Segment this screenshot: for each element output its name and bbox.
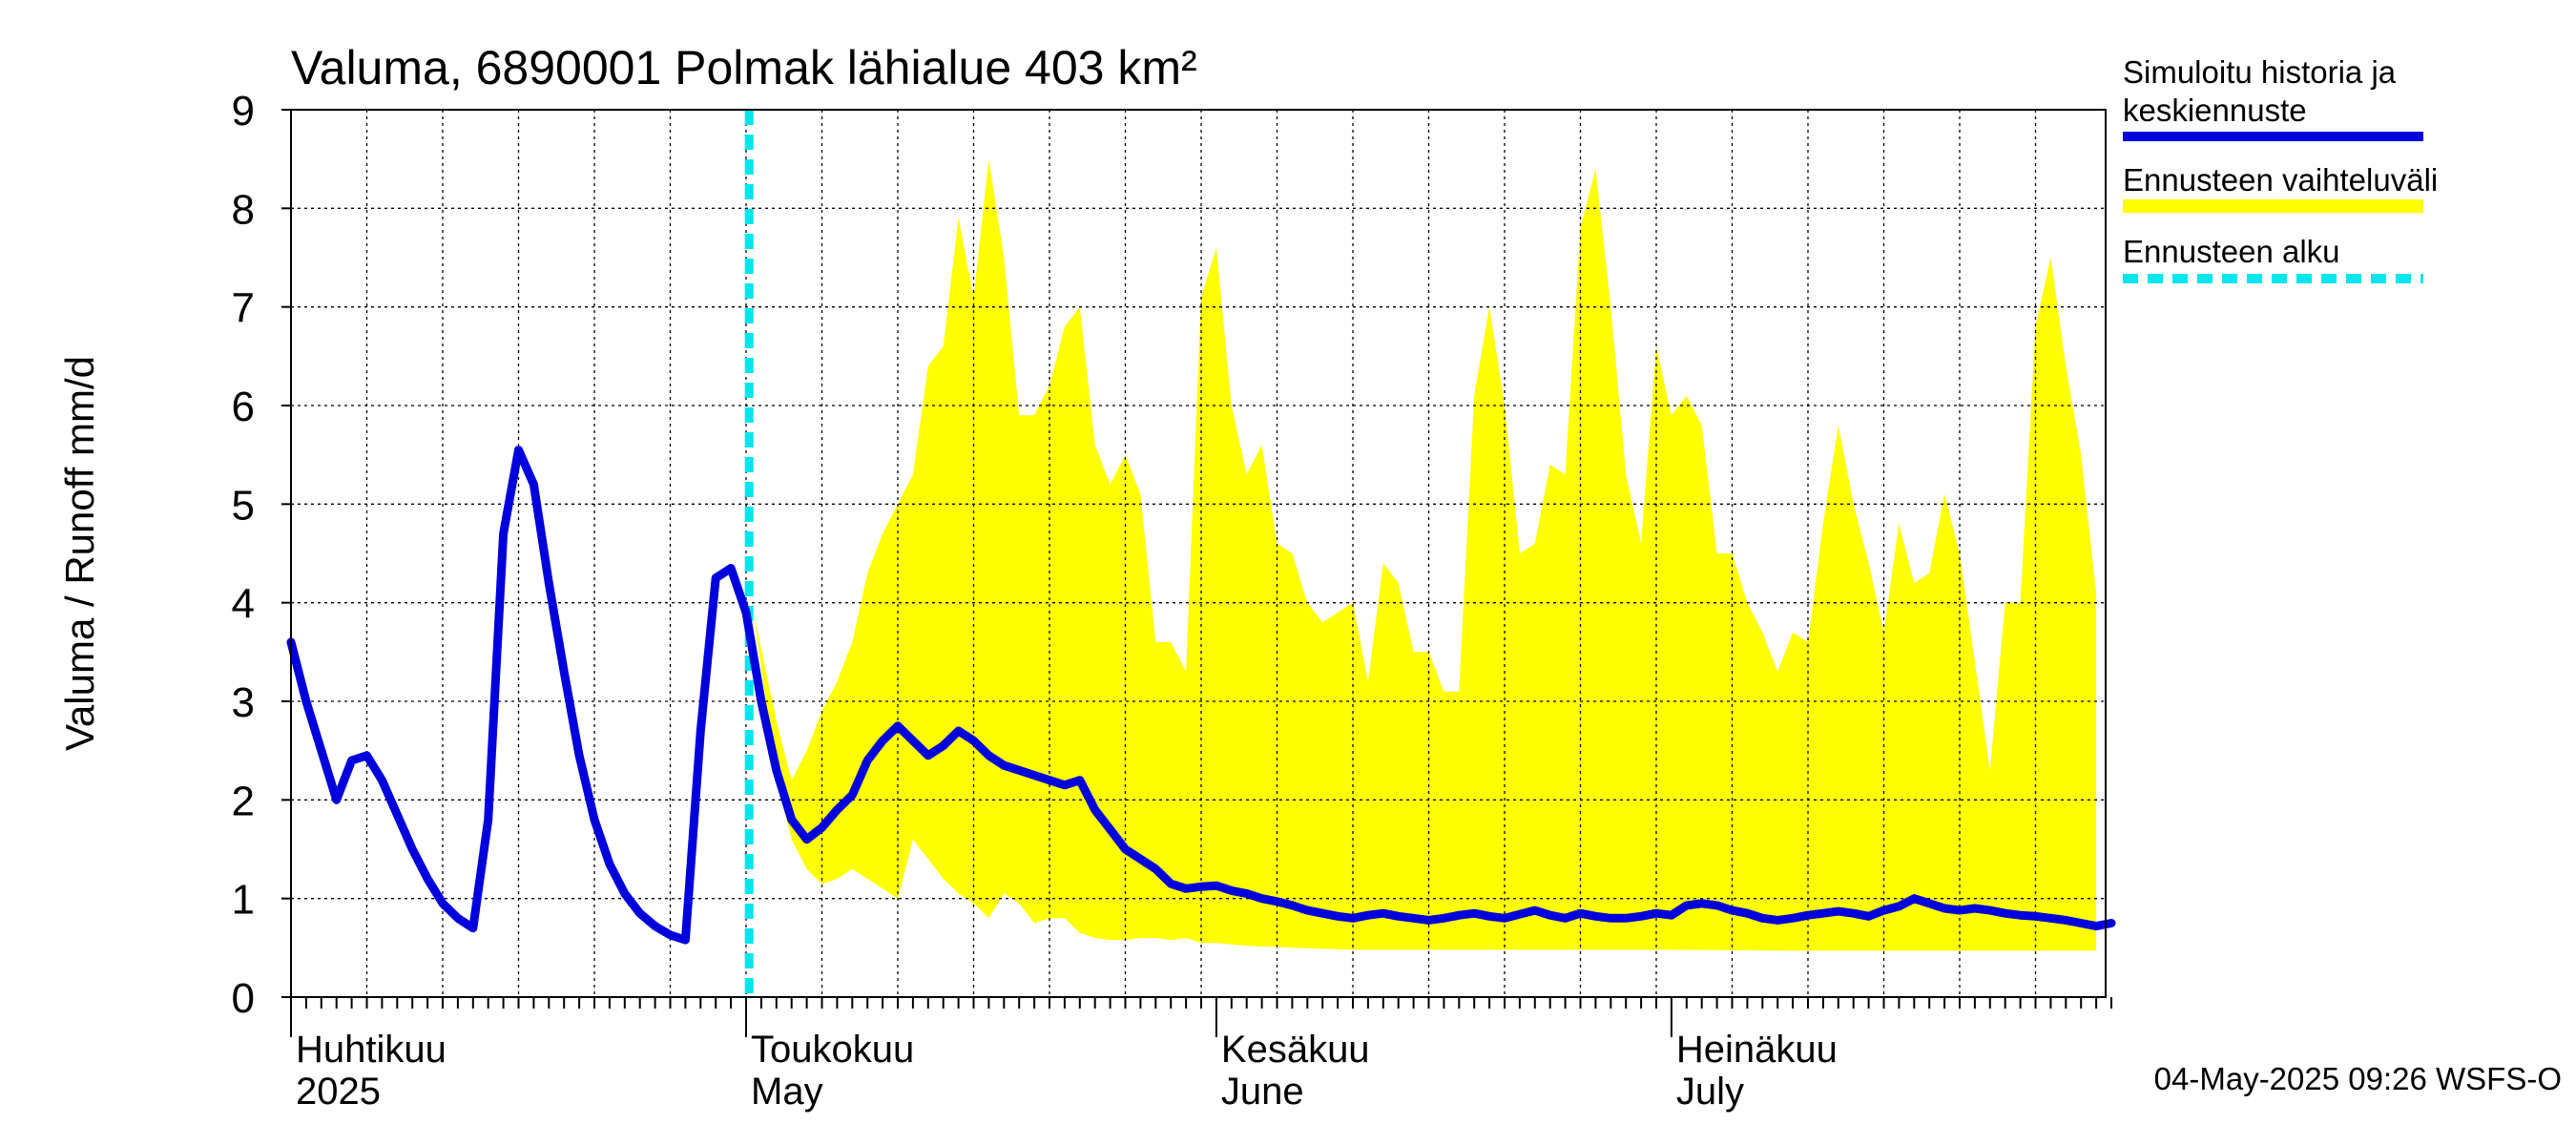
- simulated-series-line: [286, 446, 2116, 945]
- y-tick-label: 7: [232, 285, 255, 332]
- timestamp-footer: 04-May-2025 09:26 WSFS-O: [2154, 1061, 2562, 1096]
- x-month-label: Heinäkuu: [1676, 1029, 1838, 1071]
- legend: Simuloitu historia ja keskiennuste Ennus…: [2123, 54, 2438, 283]
- legend-simulated-label-line1: Simuloitu historia ja: [2123, 54, 2397, 90]
- x-month-label: Kesäkuu: [1221, 1029, 1370, 1071]
- x-month-sublabel: 2025: [296, 1071, 381, 1113]
- x-month-sublabel: July: [1676, 1071, 1744, 1113]
- forecast-range-area: [754, 158, 2097, 951]
- chart-title: Valuma, 6890001 Polmak lähialue 403 km²: [291, 41, 1197, 94]
- legend-simulated-label-line2: keskiennuste: [2123, 93, 2307, 128]
- grid-layer: [291, 110, 2106, 997]
- y-axis-label: Valuma / Runoff mm/d: [57, 356, 102, 751]
- y-tick-label: 2: [232, 778, 255, 824]
- x-month-sublabel: June: [1221, 1071, 1304, 1113]
- y-tick-label: 6: [232, 384, 255, 430]
- simulated-line-layer: [286, 446, 2116, 945]
- forecast-range-layer: [754, 158, 2097, 951]
- y-tick-label: 5: [232, 482, 255, 529]
- y-tick-label: 3: [232, 679, 255, 726]
- y-tick-label: 8: [232, 186, 255, 233]
- x-month-sublabel: May: [751, 1071, 823, 1113]
- legend-range-label: Ennusteen vaihteluväli: [2123, 162, 2438, 198]
- x-month-label: Toukokuu: [751, 1029, 914, 1071]
- plot-frame: [290, 109, 2107, 998]
- y-tick-label: 4: [232, 581, 255, 628]
- y-tick-label: 0: [232, 975, 255, 1022]
- y-tick-label: 9: [232, 88, 255, 135]
- x-month-label: Huhtikuu: [296, 1029, 447, 1071]
- y-tick-label: 1: [232, 877, 255, 924]
- legend-forecast-start-label: Ennusteen alku: [2123, 234, 2340, 269]
